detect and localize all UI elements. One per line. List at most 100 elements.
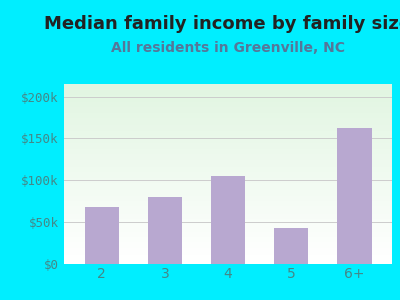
Bar [64, 251, 392, 253]
Bar [64, 183, 392, 185]
Bar [64, 253, 392, 255]
Bar [64, 86, 392, 88]
Bar [64, 230, 392, 232]
Bar [64, 187, 392, 188]
Bar [64, 149, 392, 151]
Bar [64, 95, 392, 97]
Bar [64, 203, 392, 205]
Bar [64, 185, 392, 187]
Bar [64, 154, 392, 156]
Bar [64, 241, 392, 242]
Bar [64, 197, 392, 199]
Bar [337, 128, 372, 264]
Bar [64, 199, 392, 201]
Bar [64, 221, 392, 223]
Bar [64, 223, 392, 224]
Title: Median family income by family size: Median family income by family size [0, 299, 1, 300]
Bar [64, 142, 392, 143]
Bar [64, 116, 392, 118]
Bar [64, 235, 392, 237]
Bar [64, 124, 392, 125]
Bar [64, 134, 392, 136]
Bar [64, 88, 392, 89]
Bar [64, 143, 392, 145]
Bar [64, 178, 392, 179]
Bar [64, 93, 392, 95]
Bar [64, 129, 392, 131]
Bar [64, 115, 392, 116]
Bar [64, 145, 392, 147]
Bar [64, 165, 392, 167]
Bar [64, 259, 392, 260]
Bar [64, 190, 392, 192]
Bar [64, 232, 392, 233]
Bar [64, 239, 392, 241]
Bar [64, 196, 392, 197]
Bar [64, 152, 392, 154]
Bar [64, 118, 392, 120]
Bar [64, 228, 392, 230]
Bar [64, 160, 392, 161]
Bar [64, 97, 392, 98]
Bar [64, 205, 392, 206]
Bar [64, 147, 392, 149]
Bar [64, 100, 392, 102]
Bar [64, 217, 392, 219]
Bar [64, 188, 392, 190]
Bar [64, 170, 392, 172]
Bar [64, 219, 392, 221]
Bar [64, 244, 392, 246]
Bar [64, 255, 392, 257]
Bar [64, 120, 392, 122]
Bar [64, 122, 392, 124]
Bar [64, 140, 392, 142]
Bar [64, 224, 392, 226]
Bar [64, 102, 392, 104]
Bar [274, 228, 308, 264]
Bar [64, 91, 392, 93]
Bar [148, 197, 182, 264]
Bar [64, 174, 392, 176]
Bar [64, 125, 392, 127]
Bar [64, 192, 392, 194]
Bar [64, 113, 392, 115]
Bar [64, 156, 392, 158]
Bar [64, 138, 392, 140]
Bar [64, 257, 392, 259]
Bar [64, 136, 392, 138]
Bar [211, 176, 245, 264]
Bar [64, 133, 392, 134]
Bar [64, 226, 392, 228]
Bar [64, 194, 392, 196]
Bar [64, 161, 392, 163]
Bar [64, 210, 392, 212]
Bar [64, 250, 392, 251]
Text: All residents in Greenville, NC: All residents in Greenville, NC [111, 41, 345, 55]
Bar [64, 242, 392, 244]
Bar [64, 208, 392, 210]
Bar [64, 260, 392, 262]
Bar [64, 167, 392, 169]
Bar [64, 98, 392, 100]
Bar [64, 201, 392, 203]
Bar [64, 169, 392, 170]
Bar [64, 151, 392, 152]
Bar [64, 237, 392, 239]
Bar [64, 246, 392, 248]
Bar [64, 233, 392, 235]
Bar [64, 89, 392, 91]
Bar [64, 84, 392, 86]
Bar [64, 111, 392, 113]
Bar [64, 262, 392, 264]
Bar [64, 172, 392, 174]
Bar [64, 127, 392, 129]
Bar [64, 206, 392, 208]
Bar [64, 248, 392, 250]
Bar [64, 179, 392, 181]
Bar [64, 106, 392, 107]
Bar [64, 131, 392, 133]
Bar [64, 107, 392, 109]
Bar [64, 163, 392, 165]
Text: Median family income by family size: Median family income by family size [44, 15, 400, 33]
Bar [64, 181, 392, 183]
